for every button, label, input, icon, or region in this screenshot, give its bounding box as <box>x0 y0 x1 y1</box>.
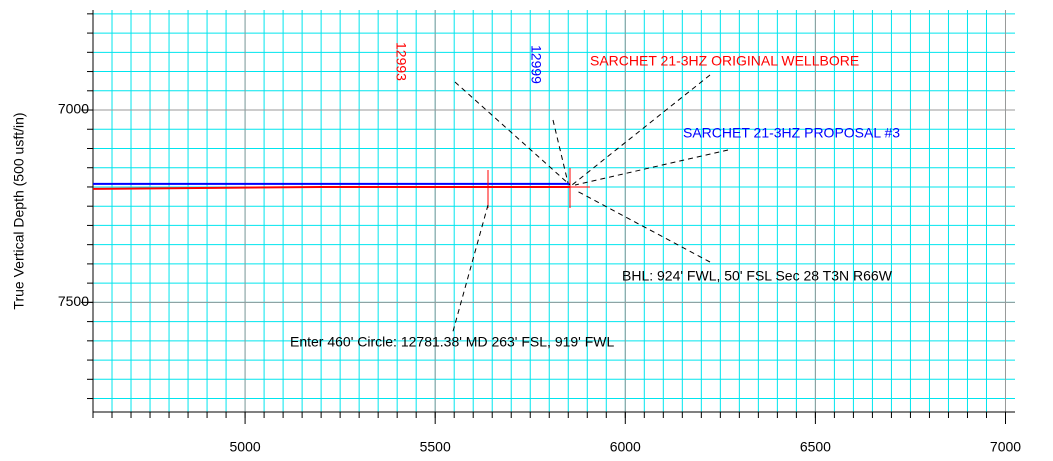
well-label: SARCHET 21-3HZ ORIGINAL WELLBORE <box>590 53 859 69</box>
md-label: 12993 <box>393 42 409 81</box>
x-tick-label: 5500 <box>420 439 451 455</box>
x-tick-label: 6500 <box>800 439 831 455</box>
well-label: SARCHET 21-3HZ PROPOSAL #3 <box>683 125 900 141</box>
y-tick-label: 7500 <box>58 293 89 309</box>
leader-line <box>574 189 711 263</box>
x-tick-label: 6000 <box>610 439 641 455</box>
x-tick-label: 5000 <box>230 439 261 455</box>
leader-line <box>574 149 729 186</box>
leader-line <box>552 119 569 184</box>
y-axis-label: True Vertical Depth (500 usft/in) <box>11 112 27 309</box>
md-label: 12999 <box>528 45 544 84</box>
annotation: Enter 460' Circle: 12781.38' MD 263' FSL… <box>290 334 615 350</box>
leader-line <box>454 81 571 186</box>
leader-line <box>571 74 711 186</box>
annotation: BHL: 924' FWL, 50' FSL Sec 28 T3N R66W <box>622 268 893 284</box>
plot <box>92 182 571 190</box>
well-path <box>92 185 571 190</box>
grid: 5000 5500 6000 6500 7000 7000 7500 <box>58 10 1021 455</box>
y-tick-label: 7000 <box>58 101 89 117</box>
x-tick-label: 7000 <box>990 439 1021 455</box>
leader-line <box>451 204 489 336</box>
